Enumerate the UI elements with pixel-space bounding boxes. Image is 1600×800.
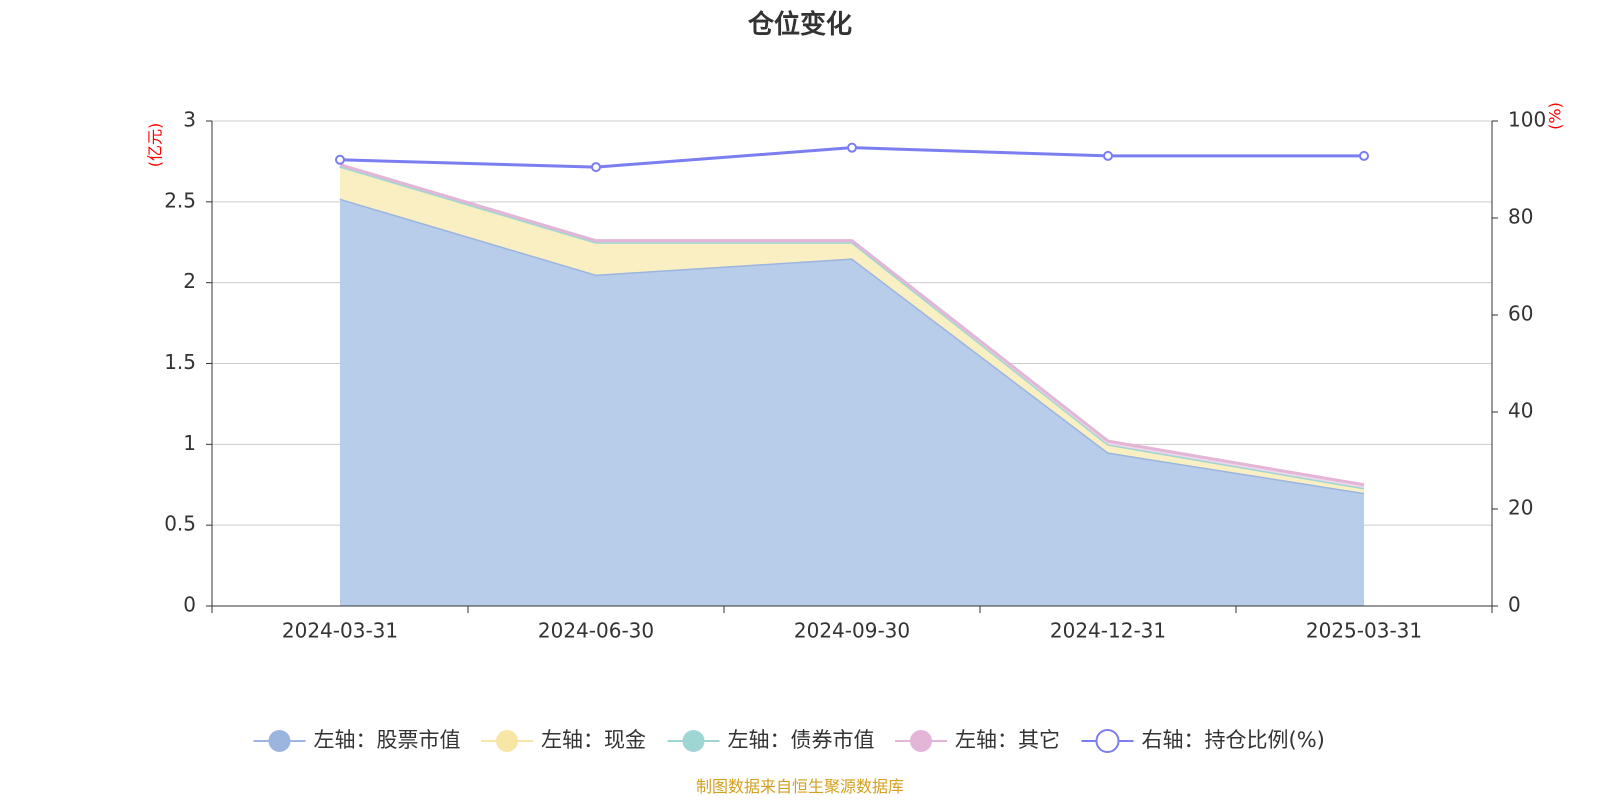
legend-item[interactable]: 左轴：债券市值 (667, 728, 875, 752)
legend-item[interactable]: 左轴：其它 (895, 728, 1060, 752)
legend-circle-marker (910, 730, 932, 752)
left-axis-tick-label: 2 (183, 269, 196, 293)
right-axis-tick-label: 20 (1508, 496, 1533, 520)
left-axis-tick-label: 3 (183, 108, 196, 132)
legend-item[interactable]: 左轴：现金 (481, 728, 646, 752)
ratio-line-series (335, 142, 1369, 173)
chart-title: 仓位变化 (747, 9, 852, 40)
area-左轴：现金 (340, 166, 1364, 493)
left-axis-tick-label: 0.5 (164, 512, 196, 536)
left-axis-tick-label: 2.5 (164, 188, 196, 212)
legend-item[interactable]: 右轴：持仓比例(%) (1081, 728, 1325, 753)
stacked-area-series (339, 163, 1365, 606)
right-axis-tick-label: 80 (1508, 205, 1533, 229)
legend-item[interactable]: 左轴：股票市值 (253, 728, 461, 752)
x-axis-tick-label: 2024-06-30 (538, 619, 654, 643)
right-axis-tick-label: 100 (1508, 108, 1546, 132)
left-axis-tick-label: 1 (183, 431, 196, 455)
legend-label: 左轴：现金 (541, 728, 646, 752)
ratio-point (1103, 150, 1113, 161)
right-axis-tick-label: 60 (1508, 302, 1533, 326)
legend-circle-marker (496, 730, 518, 752)
left-axis-tick-label: 0 (183, 593, 196, 617)
x-axis-tick-label: 2024-03-31 (282, 619, 398, 643)
legend-label: 右轴：持仓比例(%) (1142, 728, 1325, 752)
area-line-左轴：其它 (339, 163, 1365, 487)
left-axis-tick-label: 1.5 (164, 350, 196, 374)
x-axis-tick-label: 2024-12-31 (1050, 619, 1166, 643)
ratio-point (847, 142, 857, 153)
legend-circle-marker (1095, 729, 1120, 753)
ratio-point (1359, 150, 1369, 161)
right-axis-unit: (%) (1546, 102, 1565, 130)
ratio-point (591, 162, 601, 173)
data-source-note: 制图数据来自恒生聚源数据库 (696, 777, 904, 796)
right-axis-tick-label: 0 (1508, 593, 1521, 617)
right-axis-tick-label: 40 (1508, 399, 1533, 423)
x-axis-tick-label: 2024-09-30 (794, 619, 910, 643)
legend-circle-marker (682, 730, 705, 752)
legend[interactable]: 左轴：股票市值 左轴：现金 左轴：债券市值 左轴：其它 右轴：持仓比例(%) (253, 728, 1325, 753)
x-axis-tick-label: 2025-03-31 (1306, 619, 1422, 643)
ratio-point (335, 154, 345, 165)
legend-circle-marker (268, 730, 291, 752)
legend-label: 左轴：股票市值 (314, 728, 461, 752)
legend-label: 左轴：债券市值 (728, 728, 875, 752)
axes: 0 0.5 1 1.5 2 2.5 3 0 20 40 60 80 100 2024-03-31 2024-… (164, 108, 1546, 643)
left-axis-unit: (亿元) (146, 123, 165, 168)
area-左轴：股票市值 (340, 198, 1364, 606)
legend-label: 左轴：其它 (955, 728, 1060, 752)
